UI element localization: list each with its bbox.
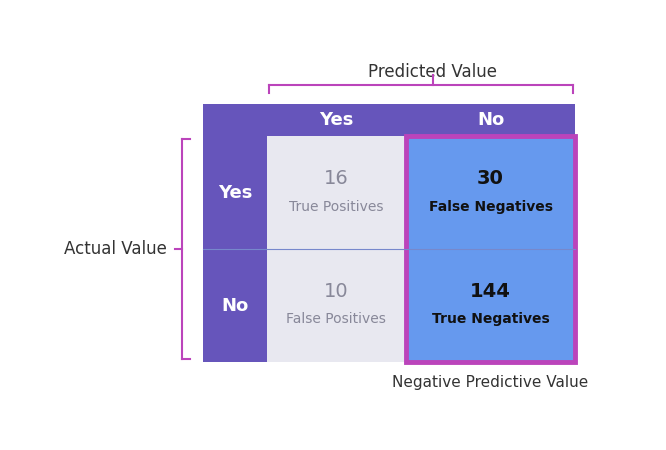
Text: 16: 16 bbox=[324, 170, 349, 189]
Text: True Negatives: True Negatives bbox=[432, 312, 549, 326]
Text: False Negatives: False Negatives bbox=[428, 200, 553, 214]
Bar bbox=[267, 136, 406, 362]
Text: 30: 30 bbox=[477, 170, 504, 189]
Bar bbox=[203, 104, 575, 362]
Text: No: No bbox=[477, 111, 504, 129]
Text: Actual Value: Actual Value bbox=[65, 240, 167, 258]
Text: Predicted Value: Predicted Value bbox=[368, 63, 498, 81]
Text: No: No bbox=[222, 297, 249, 315]
Bar bbox=[406, 136, 575, 362]
Text: 10: 10 bbox=[324, 282, 348, 301]
Text: Negative Predictive Value: Negative Predictive Value bbox=[392, 375, 589, 390]
Text: True Positives: True Positives bbox=[289, 200, 384, 214]
Text: False Positives: False Positives bbox=[286, 312, 386, 326]
Text: Yes: Yes bbox=[319, 111, 354, 129]
Text: 144: 144 bbox=[470, 282, 511, 301]
Text: Yes: Yes bbox=[218, 184, 252, 202]
